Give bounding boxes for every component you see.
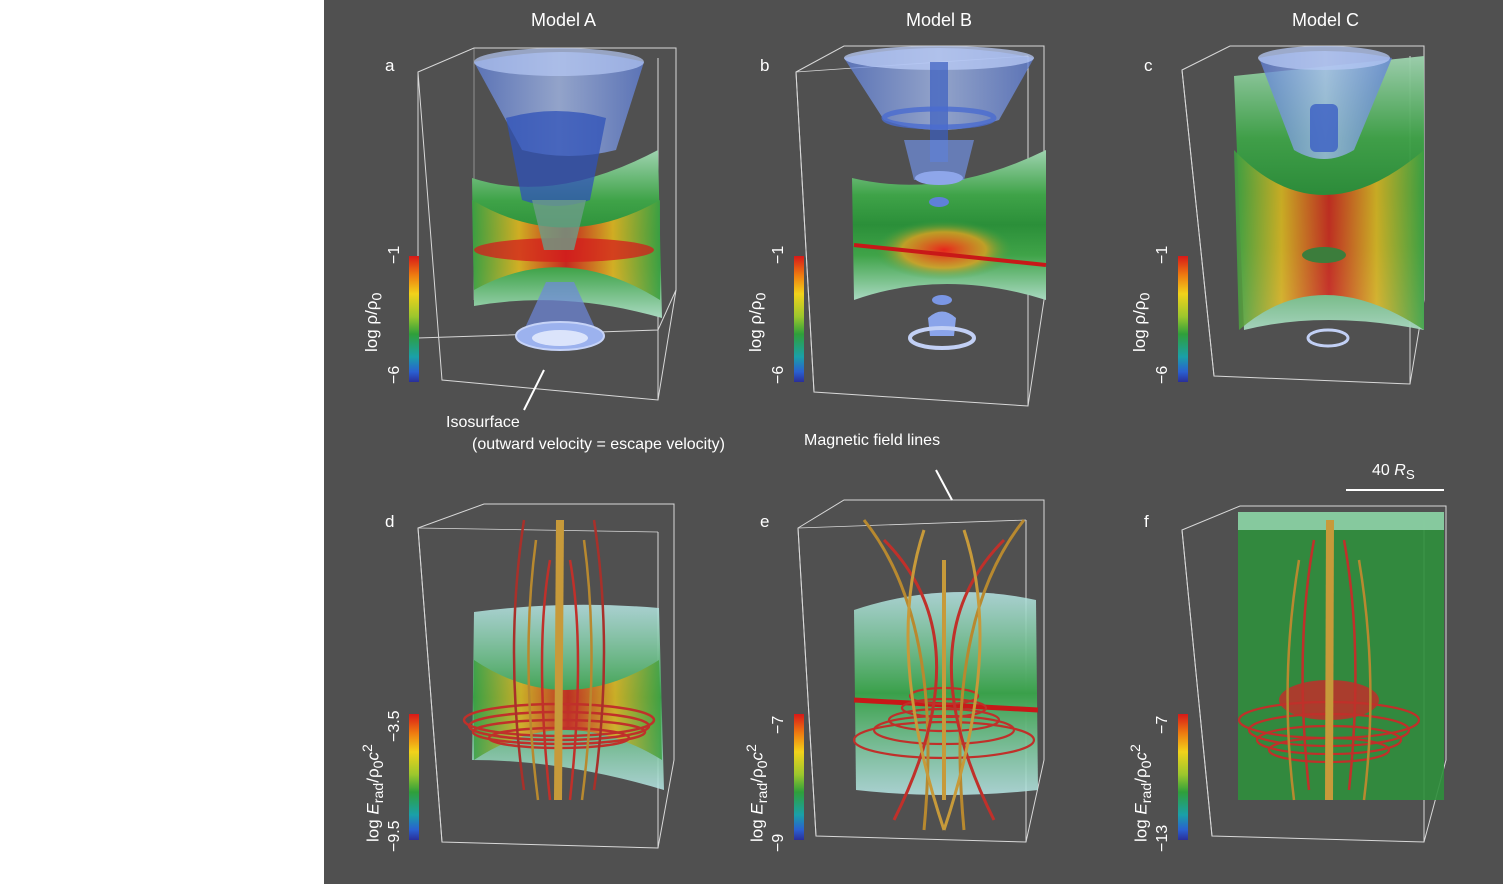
panel-letter-d: d [385,512,395,531]
colorbar-e [794,714,804,840]
colorbar-f-max: −7 [1154,715,1171,734]
colorbar-d-max: −3.5 [386,710,403,742]
isosurface-sublabel: (outward velocity = escape velocity) [472,436,725,453]
colorbar-f [1178,714,1188,840]
model-a-title: Model A [531,10,597,30]
colorbar-e-max: −7 [770,715,787,734]
colorbar-a-label: log ρ/ρ0 [362,292,386,352]
colorbar-a-min: −6 [386,365,403,384]
colorbar-c-max: −1 [1154,245,1171,264]
colorbar-b-min: −6 [770,365,787,384]
panel-f-render [1181,505,1447,843]
colorbar-c-label: log ρ/ρ0 [1130,292,1154,352]
panel-letter-a: a [385,56,395,75]
panel-e-render [797,469,1045,843]
model-c-title: Model C [1292,10,1360,30]
colorbar-b [794,256,804,382]
colorbar-b-label: log ρ/ρ0 [746,292,770,352]
panel-letter-f: f [1144,512,1149,531]
colorbar-d-label: log Erad/ρ0c2 [360,744,388,842]
panel-c-render [1181,45,1425,385]
colorbar-d [409,714,419,840]
model-b-title: Model B [906,10,973,30]
colorbar-c-min: −6 [1154,365,1171,384]
colorbar-f-label: log Erad/ρ0c2 [1128,744,1156,842]
colorbar-e-min: −9 [770,833,787,852]
colorbar-a [409,256,419,382]
panel-letter-c: c [1144,56,1153,75]
simulation-renderings [417,45,1447,849]
figure-panel: Model A Model B Model C a b c d e f log … [324,0,1503,884]
colorbar-f-min: −13 [1154,824,1171,852]
panel-a-render [417,47,677,411]
field-lines-label: Magnetic field lines [804,432,941,449]
colorbar-e-label: log Erad/ρ0c2 [744,744,772,842]
colorbar-c [1178,256,1188,382]
panel-letter-e: e [760,512,770,531]
panel-b-render [795,45,1047,407]
scale-bar-label: 40 RS [1372,462,1415,483]
panel-d-render [417,503,675,849]
panel-letter-b: b [760,56,770,75]
colorbar-d-min: −9.5 [386,820,403,852]
colorbar-b-max: −1 [770,245,787,264]
colorbar-a-max: −1 [386,245,403,264]
isosurface-label: Isosurface [446,414,520,431]
